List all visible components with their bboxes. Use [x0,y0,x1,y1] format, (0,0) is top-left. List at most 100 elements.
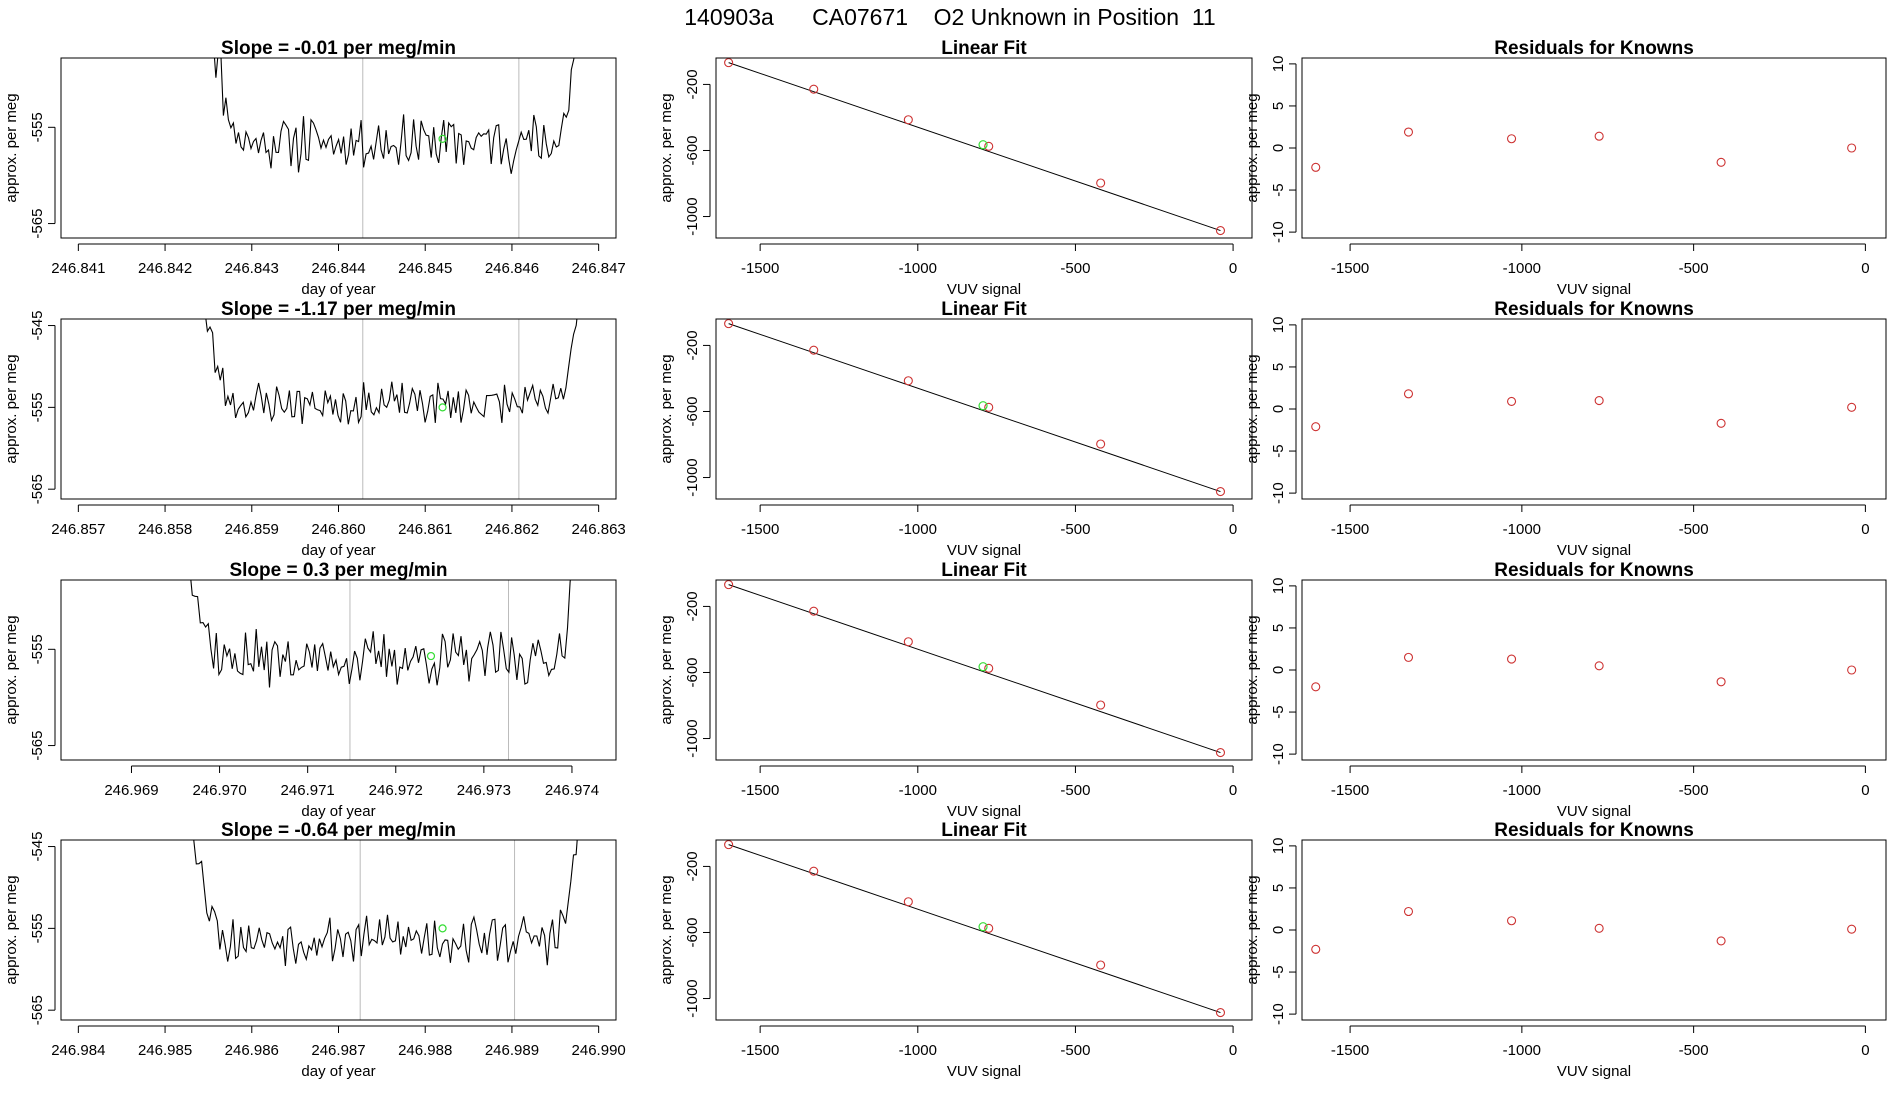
y-tick-label: -200 [684,851,701,881]
x-tick-label: 0 [1229,260,1237,277]
y-tick-label: 0 [1270,405,1287,413]
x-tick-label: -500 [1679,782,1709,799]
y-tick-label: -565 [29,731,46,761]
known-point [1847,143,1857,153]
y-tick-label: -555 [29,392,46,422]
x-tick-label: 246.844 [311,260,365,277]
plot-area [1311,127,1857,172]
y-tick-label: -1000 [684,719,701,757]
panel-title: Linear Fit [941,299,1027,320]
y-tick-label: -600 [684,135,701,165]
y-tick-label: 0 [1270,144,1287,152]
known-point [1594,396,1604,406]
y-tick-label: -545 [29,832,46,862]
x-tick-label: 246.990 [572,1042,626,1059]
plot-area [1311,389,1857,432]
plot-frame [715,57,1253,239]
x-tick-label: 246.971 [281,782,335,799]
y-tick-label: -200 [684,69,701,99]
known-point [1096,700,1106,710]
y-tick-label: -10 [1270,743,1287,765]
unknown-point [438,403,447,412]
known-point [1096,960,1106,970]
x-tick-label: -500 [1679,260,1709,277]
panel-r2-time: Slope = -1.17 per meg/min day of year appr… [3,299,626,559]
panel-r4-fit: Linear Fit VUV signal approx. per meg -1500… [658,820,1253,1080]
known-point [984,141,994,151]
y-tick-label: 0 [1270,926,1287,934]
x-axis-title: day of year [301,542,375,559]
unknown-point [438,134,447,143]
plot-area [213,58,575,238]
x-tick-label: -500 [1060,260,1090,277]
y-axis-title: approx. per meg [3,615,20,724]
panel-title: Slope = -1.17 per meg/min [221,299,456,320]
panel-title: Residuals for Knowns [1494,38,1694,59]
panel-r2-resid: Residuals for Knowns VUV signal approx. pe… [1244,299,1887,559]
known-point [1403,389,1414,399]
x-tick-label: 246.969 [104,782,158,799]
x-tick-label: 246.860 [311,521,365,538]
x-tick-label: -1500 [1331,782,1369,799]
known-point [1215,487,1226,497]
x-axis-title: VUV signal [1557,542,1631,559]
y-tick-label: -555 [29,112,46,142]
known-point [1403,127,1414,137]
known-point [724,580,734,590]
known-point [809,345,819,355]
plot-area [1311,906,1857,954]
known-point [1403,906,1414,917]
known-point [1311,422,1321,432]
x-tick-label: -1000 [899,260,937,277]
unknown-point [426,651,436,661]
known-point [1507,916,1517,926]
y-tick-label: 10 [1270,56,1287,73]
panel-r1-resid: Residuals for Knowns VUV signal approx. pe… [1244,38,1887,298]
panel-r1-time: Slope = -0.01 per meg/min day of year appr… [3,38,626,298]
x-tick-label: 246.989 [485,1042,539,1059]
panel-r3-fit: Linear Fit VUV signal approx. per meg -1500… [658,560,1253,820]
y-tick-label: -565 [29,209,46,239]
y-axis-title: approx. per meg [1244,875,1261,984]
x-tick-label: 246.988 [398,1042,452,1059]
x-tick-label: -1500 [741,260,779,277]
x-tick-label: 246.863 [572,521,626,538]
y-tick-label: -5 [1270,965,1287,978]
y-tick-label: 5 [1270,102,1287,110]
panel-title: Linear Fit [941,38,1027,59]
y-tick-label: -545 [29,311,46,341]
y-axis-title: approx. per meg [658,354,675,463]
x-tick-label: 0 [1229,521,1237,538]
x-axis-title: VUV signal [1557,803,1631,820]
x-axis-title: VUV signal [947,281,1021,298]
y-tick-label: -1000 [684,458,701,496]
y-tick-label: -600 [684,657,701,687]
signal-series-line [205,319,578,425]
panel-r4-time: Slope = -0.64 per meg/min day of year appr… [3,820,626,1080]
panel-title: Linear Fit [941,560,1027,581]
y-tick-label: -10 [1270,482,1287,504]
x-tick-label: 0 [1861,782,1869,799]
y-axis-title: approx. per meg [658,875,675,984]
panel-title: Residuals for Knowns [1494,820,1694,841]
plot-area [724,840,1226,1018]
known-point [984,923,994,933]
panel-title: Slope = -0.01 per meg/min [221,38,456,59]
y-tick-label: 5 [1270,363,1287,371]
y-tick-label: 10 [1270,317,1287,334]
x-tick-label: 246.859 [225,521,279,538]
x-tick-label: 246.987 [311,1042,365,1059]
x-tick-label: -1000 [899,521,937,538]
x-tick-label: 246.857 [51,521,105,538]
unknown-point [978,140,988,150]
fit-line [728,584,1221,754]
x-tick-label: 246.841 [51,260,105,277]
plot-area [190,580,571,760]
x-tick-label: -1000 [899,782,937,799]
known-point [1594,131,1604,141]
known-point [1847,924,1857,934]
x-axis-title: day of year [301,1063,375,1080]
x-tick-label: 246.858 [138,521,192,538]
x-tick-label: -500 [1060,782,1090,799]
